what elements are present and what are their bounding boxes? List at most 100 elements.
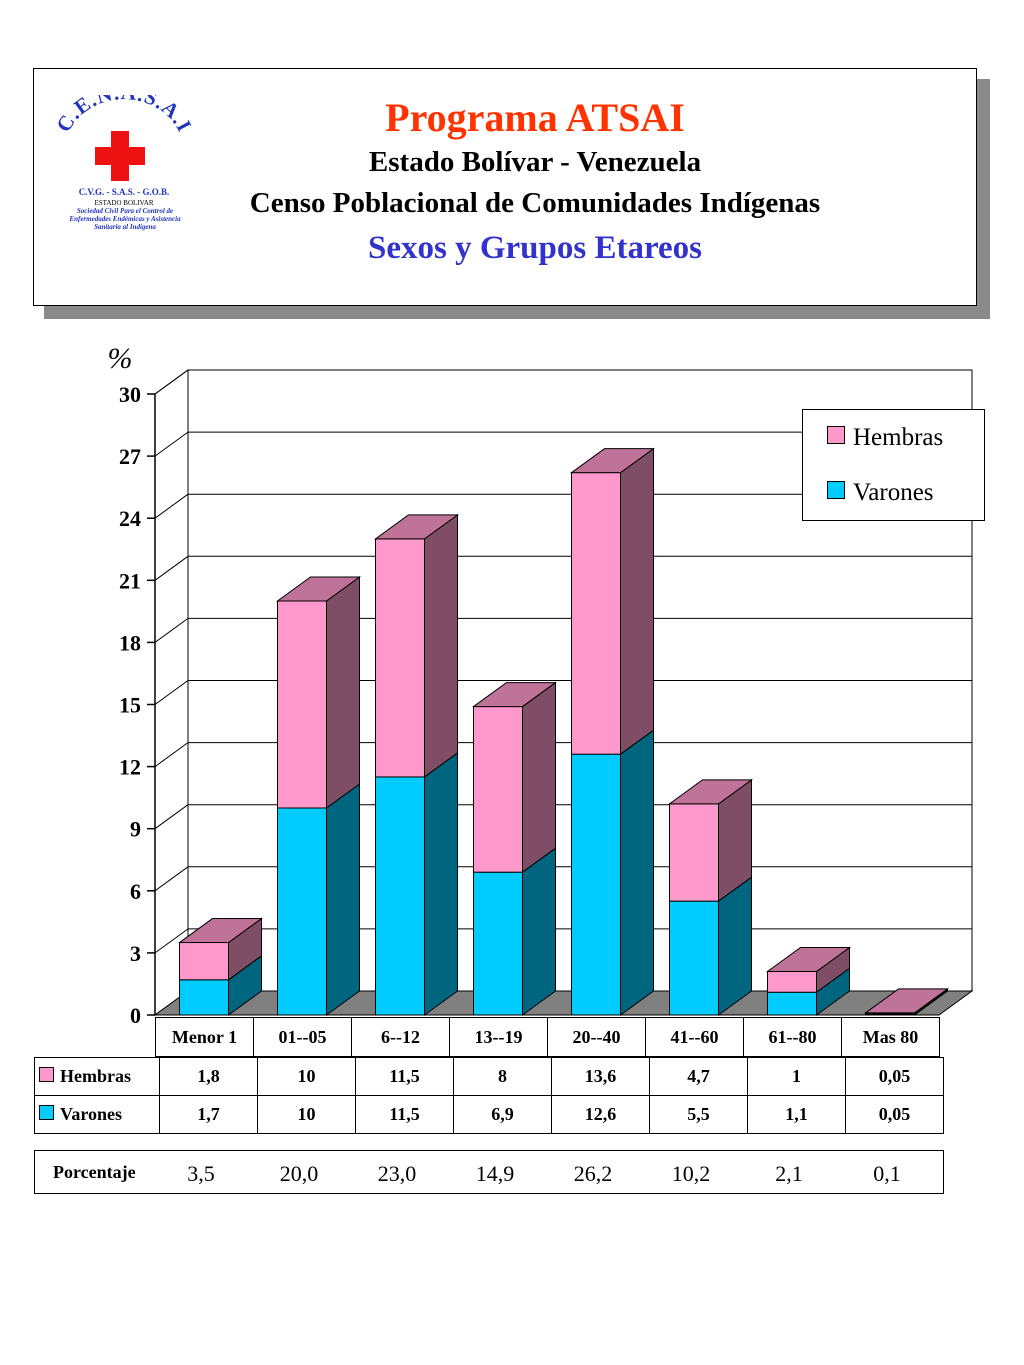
percentage-value: 10,2: [671, 1161, 711, 1186]
bar-varones-side: [326, 783, 360, 1016]
table-cell-varones: 11,5: [355, 1095, 454, 1134]
logo-sub2: ESTADO BOLIVAR: [94, 199, 153, 207]
bar-hembras-top: [569, 448, 656, 474]
hembras-swatch: [39, 1067, 54, 1082]
legend-label-hembras: Hembras: [853, 424, 944, 451]
bar-hembras-front: [277, 600, 327, 809]
percentage-label: Porcentaje: [53, 1162, 136, 1182]
gridline-diag: [154, 866, 189, 892]
bar-varones-front: [375, 776, 425, 1016]
legend-item-hembras: Hembras: [827, 424, 943, 452]
bar-varones-side: [522, 847, 556, 1016]
table-cell-hembras: 11,5: [355, 1057, 454, 1096]
logo-sub3: Sociedad Civil Para el Control de Enferm…: [69, 207, 181, 231]
gridline-diag: [154, 680, 189, 705]
y-tick-label: 30: [119, 382, 141, 407]
bar-hembras-top: [177, 918, 264, 944]
data-table: Hembras 1,8 10 11,5 8 13,6 4,7 1 0,05 Varones 1…: [34, 1057, 944, 1134]
y-tick-label: 3: [130, 941, 141, 966]
table-cell-hembras: 10: [257, 1057, 356, 1096]
y-tick-label: 15: [119, 693, 141, 718]
row-label-varones: Varones: [34, 1095, 160, 1134]
bar-varones-front: [473, 871, 523, 1016]
category-row: Menor 1 01--05 6--12 13--19 20--40 41--60 61--…: [155, 1017, 940, 1057]
logo-sub1: C.V.G. - S.A.S. - G.O.B.: [79, 187, 170, 197]
page-title: Programa ATSAI: [385, 95, 685, 140]
y-tick-label: 24: [119, 506, 141, 531]
gridline-diag: [154, 928, 189, 954]
gridline-diag: [154, 742, 189, 768]
bar-hembras-top: [471, 682, 558, 708]
bar-hembras: [275, 576, 362, 809]
cenasai-logo: C.E.N.A.S.A.I C.V.G. - S.A.S. - G.O.B. E…: [51, 95, 197, 231]
table-cell-varones: 0,05: [845, 1095, 944, 1134]
table-cell-varones: 12,6: [551, 1095, 650, 1134]
bar-varones-front: [669, 900, 719, 1016]
gridline-diag: [154, 431, 189, 457]
bar-varones: [277, 783, 360, 1016]
bar-hembras-side: [522, 681, 556, 874]
table-cell-varones: 6,9: [453, 1095, 552, 1134]
table-cell-varones: 1,1: [747, 1095, 846, 1134]
bar-hembras-side: [620, 447, 654, 756]
bar-varones-front: [767, 991, 817, 1016]
bar-hembras-front: [571, 472, 621, 755]
percentage-box: Porcentaje 3,5 20,0 23,0 14,9 26,2 10,2 2,1 0,1: [34, 1150, 944, 1194]
hembras-swatch: [827, 426, 845, 444]
y-tick-label: 0: [130, 1003, 141, 1028]
bar-hembras: [765, 946, 852, 994]
table-cell-hembras: 13,6: [551, 1057, 650, 1096]
header-box: [33, 68, 977, 306]
percentage-value: 0,1: [873, 1161, 901, 1186]
category-label: 6--12: [351, 1017, 450, 1057]
bar-varones-front: [571, 753, 621, 1016]
varones-swatch: [39, 1105, 54, 1120]
table-cell-varones: 1,7: [159, 1095, 258, 1134]
subtitle-state: Estado Bolívar - Venezuela: [368, 146, 702, 178]
category-label: 41--60: [645, 1017, 744, 1057]
percentage-value: 20,0: [279, 1161, 319, 1186]
table-cell-hembras: 1: [747, 1057, 846, 1096]
table-cell-hembras: 8: [453, 1057, 552, 1096]
bar-hembras: [471, 681, 558, 874]
gridline-diag: [154, 555, 189, 581]
y-tick-label: 6: [130, 879, 141, 904]
bar-hembras-front: [179, 942, 229, 981]
gridline-diag: [154, 804, 189, 830]
svg-text:C.E.N.A.S.A.I: C.E.N.A.S.A.I: [51, 95, 197, 136]
category-label: 13--19: [449, 1017, 548, 1057]
gridline-diag: [154, 369, 189, 395]
y-tick-label: 27: [119, 444, 141, 469]
category-label: 20--40: [547, 1017, 646, 1057]
bar-hembras: [667, 778, 754, 903]
bar-varones: [571, 729, 654, 1016]
bar-hembras-front: [669, 803, 719, 902]
bar-hembras: [569, 447, 656, 756]
legend-label-varones: Varones: [853, 479, 934, 506]
percentage-value: 14,9: [475, 1161, 515, 1186]
table-cell-varones: 10: [257, 1095, 356, 1134]
percentage-value: 26,2: [573, 1161, 613, 1186]
bar-varones-side: [424, 751, 458, 1016]
category-table: Menor 1 01--05 6--12 13--19 20--40 41--60 61--…: [155, 1017, 940, 1057]
bar-varones: [473, 847, 556, 1016]
y-tick-label: 9: [130, 817, 141, 842]
table-cell-hembras: 1,8: [159, 1057, 258, 1096]
bar-varones-front: [277, 807, 327, 1016]
y-tick-label: 18: [119, 630, 141, 655]
y-tick-label: 12: [119, 755, 141, 780]
bar-hembras: [863, 987, 950, 1015]
category-label: Mas 80: [841, 1017, 940, 1057]
bar-hembras: [373, 513, 460, 778]
bar-hembras-side: [326, 576, 360, 809]
category-label: Menor 1: [155, 1017, 254, 1057]
chart-subtitle: Sexos y Grupos Etareos: [368, 230, 702, 266]
bar-hembras-front: [767, 971, 817, 993]
bar-hembras-front: [473, 706, 523, 873]
bar-hembras-top: [275, 576, 362, 602]
row-label-hembras: Hembras: [34, 1057, 160, 1096]
table-cell-varones: 5,5: [649, 1095, 748, 1134]
gridline-diag: [154, 493, 189, 519]
red-cross-icon: [95, 131, 145, 181]
y-tick-label: 21: [119, 568, 141, 593]
